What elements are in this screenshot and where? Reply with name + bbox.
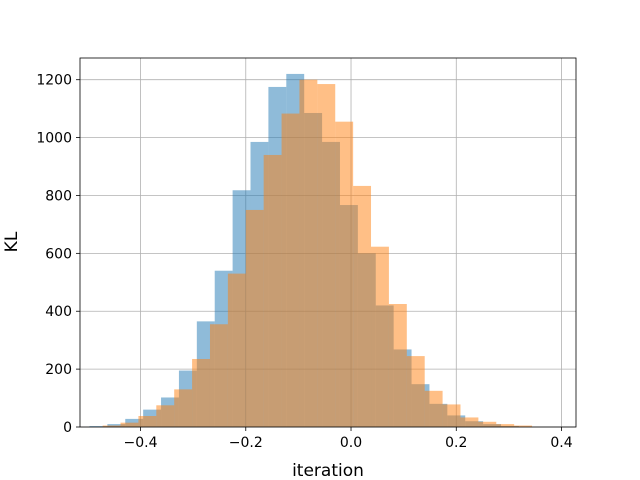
histogram-bar-series-2 (406, 356, 425, 427)
histogram-bar-series-2 (120, 422, 139, 427)
histogram-bar-series-2 (227, 273, 246, 427)
y-tick-label: 400 (45, 304, 72, 320)
histogram-bar-series-2 (138, 416, 157, 427)
histogram-bar-series-2 (496, 424, 515, 427)
histogram-bar-series-2 (353, 185, 372, 427)
y-axis-ticks: 0 200 400 600 800 1000 1200 (36, 73, 80, 436)
x-axis-label: iteration (292, 461, 364, 480)
histogram-bar-series-2 (478, 421, 497, 427)
histogram-bar-series-1 (89, 426, 108, 427)
histogram-bar-series-2 (460, 417, 479, 427)
histogram-bar-series-2 (156, 405, 175, 427)
histogram-bar-series-2 (442, 404, 461, 427)
histogram-bar-series-2 (371, 246, 389, 427)
histogram-bar-series-2 (317, 84, 336, 427)
histogram-bar-series-2 (299, 79, 318, 428)
histogram-bar-series-2 (424, 390, 443, 427)
histogram-bar-series-2 (514, 425, 533, 427)
y-tick-label: 1000 (36, 131, 72, 147)
y-tick-label: 1200 (36, 73, 72, 89)
y-tick-label: 800 (45, 188, 72, 204)
histogram-bar-series-2 (102, 425, 121, 427)
histogram-bar-series-2 (245, 209, 264, 427)
x-tick-label: −0.2 (229, 435, 263, 451)
y-tick-label: 200 (45, 362, 72, 378)
x-tick-label: −0.4 (124, 435, 158, 451)
histogram-bar-series-2 (281, 113, 300, 427)
plot-frame (79, 57, 577, 428)
histogram-bar-series-2 (209, 324, 228, 427)
y-tick-label: 600 (45, 246, 72, 262)
x-tick-label: 0.2 (445, 435, 467, 451)
x-tick-label: 0.4 (550, 435, 572, 451)
histogram-bar-series-2 (263, 154, 282, 427)
y-tick-label: 0 (63, 420, 72, 436)
y-axis-label: KL (2, 231, 22, 252)
histogram-bar-series-2 (174, 389, 193, 427)
histogram-bar-series-2 (192, 358, 210, 427)
histogram-bar-series-2 (388, 304, 407, 427)
x-tick-label: 0.0 (340, 435, 362, 451)
x-axis-ticks: −0.4 −0.2 0.0 0.2 0.4 (124, 427, 573, 451)
histogram-bar-series-2 (335, 121, 354, 427)
histogram-bars (89, 73, 533, 428)
